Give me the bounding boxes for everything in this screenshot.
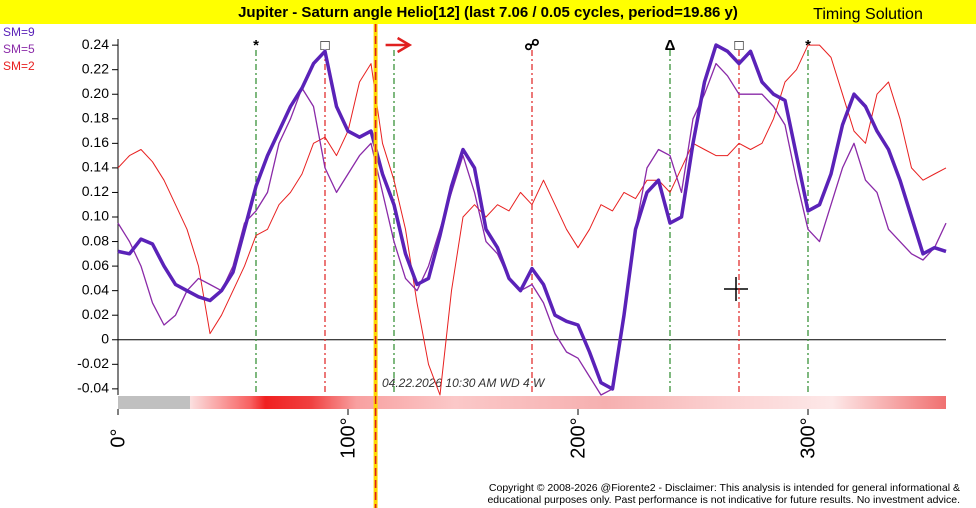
y-tick-label: 0.04 [82,281,109,297]
heat-strip [190,396,946,409]
aspect-symbol: * [253,37,259,54]
aspect-symbol: □ [320,37,329,54]
crosshair [724,277,748,301]
y-tick-label: 0.02 [82,306,109,322]
y-tick-label: 0.10 [82,208,109,224]
x-tick-label: 200° [567,417,589,458]
chart-title: Jupiter - Saturn angle Helio[12] (last 7… [238,4,738,21]
aspect-symbol: Δ [665,37,676,54]
brand: Timing Solution [813,6,923,23]
y-tick-label: 0.24 [82,36,109,52]
y-tick-label: 0.18 [82,109,109,125]
annotation: 04.22.2026 10:30 AM WD 4 W [382,376,546,390]
cursor-arrow [385,36,413,54]
copyright: Copyright © 2008-2026 @Fiorente2 - Discl… [489,482,960,494]
legend-label: SM=5 [3,42,35,56]
y-tick-label: 0 [101,330,109,346]
legend-label: SM=9 [3,25,35,39]
legend-label: SM=2 [3,59,35,73]
series-line [117,62,947,396]
y-tick-label: 0.20 [82,85,109,101]
series-line [117,43,947,391]
copyright: educational purposes only. Past performa… [487,494,960,506]
y-tick-label: -0.04 [77,380,109,396]
y-tick-label: -0.02 [77,355,109,371]
x-tick-label: 100° [337,417,359,458]
y-tick-label: 0.22 [82,60,109,76]
series-line [117,44,947,396]
x-tick-label: 0° [107,428,129,447]
y-tick-label: 0.12 [82,183,109,199]
y-tick-label: 0.08 [82,232,109,248]
heat-strip-gray [118,396,190,409]
aspect-symbol: ☍ [524,37,539,54]
y-tick-label: 0.16 [82,134,109,150]
x-tick-label: 300° [797,417,819,458]
aspect-symbol: □ [734,37,743,54]
title-bar [0,0,976,24]
y-tick-label: 0.14 [82,159,109,175]
y-tick-label: 0.06 [82,257,109,273]
